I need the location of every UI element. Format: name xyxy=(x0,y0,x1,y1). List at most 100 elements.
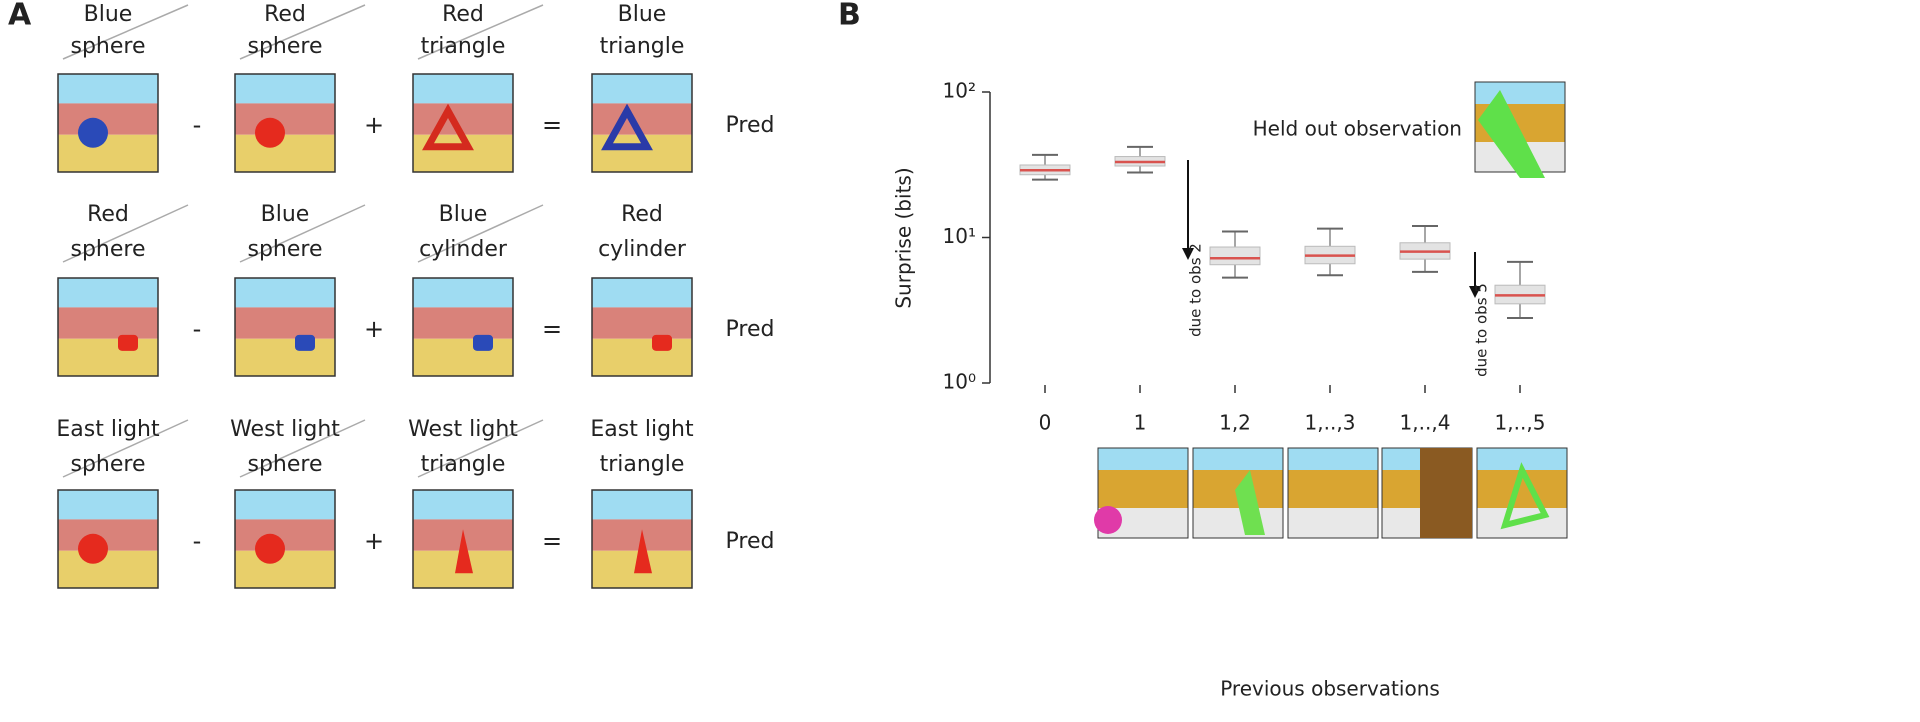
item-label: Blue xyxy=(439,202,488,227)
item-label: Blue xyxy=(618,2,667,27)
scene-image xyxy=(234,489,336,589)
annotation: Held out observation xyxy=(1253,117,1462,141)
item-label: sphere xyxy=(70,237,145,262)
strike xyxy=(62,204,189,263)
scene-image xyxy=(412,489,514,589)
object xyxy=(295,334,315,351)
y-tick-label: 10² xyxy=(943,79,976,103)
item-label: cylinder xyxy=(419,237,508,262)
wall xyxy=(235,307,335,339)
sky xyxy=(235,278,335,308)
strike xyxy=(239,4,366,60)
item-label: triangle xyxy=(421,452,506,477)
strike xyxy=(62,419,189,478)
item-label: West light xyxy=(408,417,518,442)
wall xyxy=(58,519,158,551)
wall xyxy=(235,103,335,135)
item-label: sphere xyxy=(70,34,145,59)
box xyxy=(1209,246,1261,266)
scene-image xyxy=(234,277,336,377)
item-label: West light xyxy=(230,417,340,442)
sky xyxy=(592,74,692,104)
scene-image xyxy=(57,277,159,377)
item-label: triangle xyxy=(421,34,506,59)
operator: - xyxy=(193,111,202,139)
scene-image xyxy=(57,489,159,589)
frame xyxy=(591,489,693,589)
scene-image xyxy=(57,73,159,173)
item-label: triangle xyxy=(600,452,685,477)
scene-image xyxy=(591,73,693,173)
strike xyxy=(239,419,366,478)
panel-letter: A xyxy=(8,0,32,33)
x-tick-label: 1 xyxy=(1134,411,1147,435)
sky xyxy=(1477,448,1567,470)
item-label: sphere xyxy=(247,452,322,477)
frame xyxy=(57,73,159,173)
object xyxy=(255,117,285,148)
sky xyxy=(592,278,692,308)
x-tick-label: 1,2 xyxy=(1219,411,1251,435)
y-tick-label: 10¹ xyxy=(943,224,976,248)
object xyxy=(473,334,493,351)
result-label: Pred xyxy=(726,317,775,342)
frame xyxy=(412,489,514,589)
operator: = xyxy=(542,527,562,555)
sky xyxy=(235,74,335,104)
x-tick-label: 1,..,5 xyxy=(1495,411,1546,435)
item-label: East light xyxy=(56,417,160,442)
frame xyxy=(1097,447,1189,539)
y-tick-label: 10⁰ xyxy=(943,370,976,394)
wall xyxy=(58,103,158,135)
item-label: sphere xyxy=(247,237,322,262)
object xyxy=(1500,462,1550,530)
item-label: Red xyxy=(621,202,663,227)
panel-letter: B xyxy=(838,0,861,33)
object xyxy=(78,117,108,148)
strike xyxy=(62,4,189,60)
wall xyxy=(235,519,335,551)
sky xyxy=(58,490,158,520)
sky xyxy=(1193,448,1283,470)
y-axis-label: Surprise (bits) xyxy=(892,167,916,308)
x-tick-label: 0 xyxy=(1039,411,1052,435)
operator: = xyxy=(542,315,562,343)
operator: + xyxy=(364,315,384,343)
sky xyxy=(413,490,513,520)
wall xyxy=(413,307,513,339)
frame xyxy=(234,489,336,589)
sky xyxy=(413,74,513,104)
item-label: Red xyxy=(264,2,306,27)
scene-image xyxy=(412,277,514,377)
strike xyxy=(417,4,544,60)
wall xyxy=(592,307,692,339)
annotation: due to obs 5 xyxy=(1473,283,1491,377)
x-axis-label: Previous observations xyxy=(1220,677,1440,701)
floor xyxy=(1193,508,1283,538)
sky xyxy=(413,278,513,308)
frame xyxy=(234,73,336,173)
sky xyxy=(235,490,335,520)
frame xyxy=(591,277,693,377)
item-label: Blue xyxy=(84,2,133,27)
arrow-head xyxy=(1469,286,1481,298)
frame xyxy=(1192,447,1284,539)
operator: - xyxy=(193,527,202,555)
floor xyxy=(235,338,335,376)
frame xyxy=(412,277,514,377)
floor xyxy=(58,134,158,172)
floor xyxy=(1288,508,1378,538)
object xyxy=(255,533,285,564)
x-tick-label: 1,..,3 xyxy=(1305,411,1356,435)
object xyxy=(1235,470,1265,535)
operator: + xyxy=(364,527,384,555)
scene-image xyxy=(591,489,693,589)
object xyxy=(1478,90,1545,178)
item-label: sphere xyxy=(247,34,322,59)
floor xyxy=(58,550,158,588)
frame xyxy=(1476,447,1568,539)
item-label: sphere xyxy=(70,452,145,477)
floor xyxy=(235,134,335,172)
result-label: Pred xyxy=(726,529,775,554)
floor xyxy=(58,338,158,376)
